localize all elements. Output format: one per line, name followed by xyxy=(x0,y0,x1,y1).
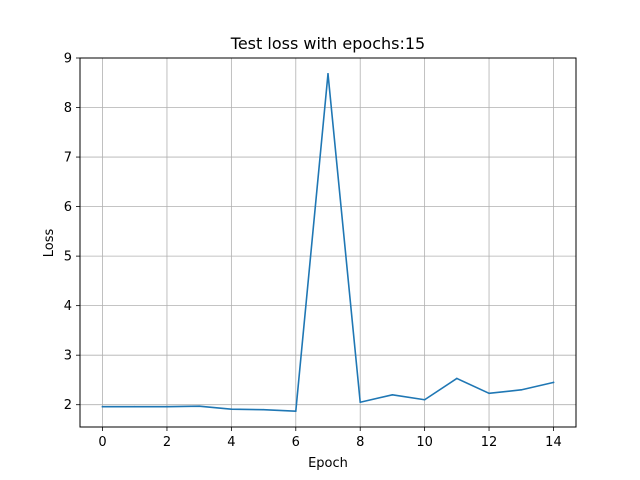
data-point xyxy=(488,392,490,395)
x-tick-label: 14 xyxy=(545,435,562,450)
data-point xyxy=(456,377,458,380)
y-tick-label: 9 xyxy=(64,52,72,67)
loss-line xyxy=(101,73,555,412)
y-tick-label: 8 xyxy=(64,101,72,116)
y-axis: 2 3 4 5 6 7 8 9 xyxy=(64,52,80,413)
x-axis-label: Epoch xyxy=(308,456,348,471)
x-tick-label: 12 xyxy=(481,435,498,450)
x-tick-label: 10 xyxy=(416,435,433,450)
data-point xyxy=(101,405,104,408)
data-point xyxy=(198,405,200,407)
data-point xyxy=(262,408,265,411)
data-point xyxy=(327,73,329,75)
data-point xyxy=(391,394,394,396)
y-axis-label: Loss xyxy=(42,229,57,258)
data-point xyxy=(166,405,168,408)
y-tick-label: 5 xyxy=(64,250,72,265)
chart-title: Test loss with epochs:15 xyxy=(230,34,425,53)
y-tick-label: 3 xyxy=(64,349,72,364)
x-tick-label: 8 xyxy=(356,435,364,450)
x-axis: 0 2 4 6 8 10 12 14 xyxy=(98,427,562,450)
y-tick-label: 7 xyxy=(64,151,72,166)
data-point xyxy=(423,398,426,401)
y-tick-label: 4 xyxy=(64,299,72,314)
plot-frame xyxy=(79,57,577,428)
data-point xyxy=(552,381,555,384)
x-tick-label: 6 xyxy=(292,435,300,450)
y-tick-label: 6 xyxy=(64,200,72,215)
data-point xyxy=(230,408,233,410)
data-point xyxy=(520,389,523,391)
data-point xyxy=(133,405,136,408)
data-point xyxy=(294,410,297,412)
x-tick-label: 0 xyxy=(98,435,106,450)
x-tick-label: 2 xyxy=(163,435,171,450)
grid xyxy=(80,57,576,427)
x-tick-label: 4 xyxy=(227,435,235,450)
series-layer xyxy=(101,73,555,412)
data-point xyxy=(359,401,362,404)
y-tick-label: 2 xyxy=(64,398,72,413)
